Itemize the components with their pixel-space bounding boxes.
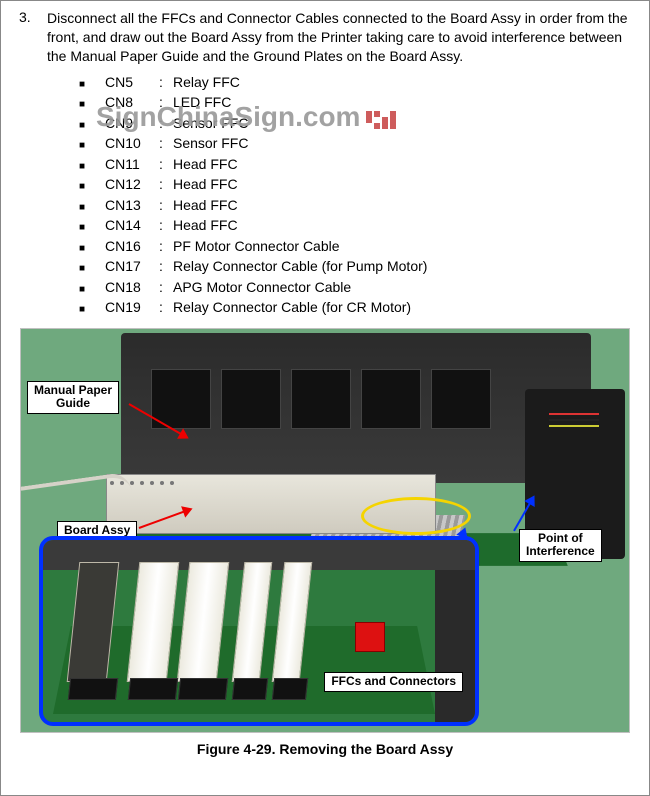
step-number: 3. xyxy=(19,9,47,66)
connector-item: CN9:Sensor FFC xyxy=(79,113,631,134)
page: 3. Disconnect all the FFCs and Connector… xyxy=(0,0,650,796)
connector xyxy=(68,678,118,700)
callout-manual-paper-guide: Manual PaperGuide xyxy=(27,381,119,415)
step-row: 3. Disconnect all the FFCs and Connector… xyxy=(19,9,631,66)
connector-item: CN12:Head FFC xyxy=(79,174,631,195)
red-connector xyxy=(355,622,385,652)
connector-item: CN5:Relay FFC xyxy=(79,72,631,93)
connector xyxy=(232,678,268,700)
connector xyxy=(128,678,178,700)
figure-caption: Figure 4-29. Removing the Board Assy xyxy=(19,741,631,757)
connector-list: CN5:Relay FFC CN8:LED FFC CN9:Sensor FFC… xyxy=(79,72,631,318)
connector-item: CN19:Relay Connector Cable (for CR Motor… xyxy=(79,297,631,318)
connector xyxy=(178,678,228,700)
callout-point-of-interference: Point ofInterference xyxy=(519,529,602,563)
connector-item: CN8:LED FFC xyxy=(79,92,631,113)
inset-figure: FFCs and Connectors xyxy=(39,536,479,726)
printer-slots xyxy=(151,369,491,429)
connector-item: CN11:Head FFC xyxy=(79,154,631,175)
step-text: Disconnect all the FFCs and Connector Ca… xyxy=(47,9,631,66)
connector-item: CN13:Head FFC xyxy=(79,195,631,216)
wires xyxy=(549,409,599,449)
connector-item: CN10:Sensor FFC xyxy=(79,133,631,154)
connector-item: CN17:Relay Connector Cable (for Pump Mot… xyxy=(79,256,631,277)
callout-ffcs-connectors: FFCs and Connectors xyxy=(324,672,463,692)
highlight-oval xyxy=(361,497,471,535)
connector-item: CN18:APG Motor Connector Cable xyxy=(79,277,631,298)
connector xyxy=(272,678,308,700)
connector-item: CN14:Head FFC xyxy=(79,215,631,236)
figure: Manual PaperGuide Board Assy Grounding P… xyxy=(20,328,630,733)
connector-item: CN16:PF Motor Connector Cable xyxy=(79,236,631,257)
